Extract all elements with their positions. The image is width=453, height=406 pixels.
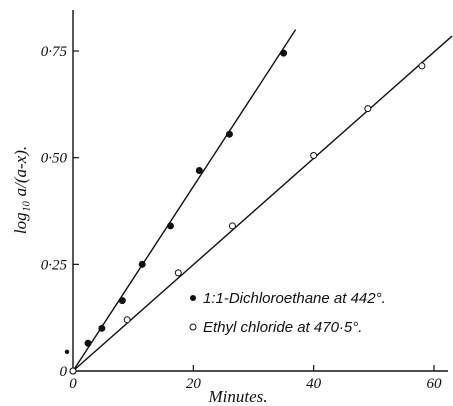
point-series-0-2 xyxy=(98,324,106,332)
legend-marker-dichloroethane xyxy=(190,295,196,301)
point-series-1-3 xyxy=(228,222,236,230)
point-series-1-5 xyxy=(364,105,372,113)
point-series-1-6 xyxy=(418,62,426,70)
x-axis-label: Minutes. xyxy=(207,387,267,406)
data-points xyxy=(64,49,426,375)
x-tick-label-60: 60 xyxy=(427,376,443,392)
legend: 1:1-Dichloroethane at 442°. Ethyl chlori… xyxy=(189,290,386,336)
point-series-0-3 xyxy=(118,297,126,305)
x-tick-label-40: 40 xyxy=(306,376,322,392)
point-series-1-2 xyxy=(174,269,182,277)
point-series-0-8 xyxy=(280,49,288,57)
y-tick-label-0.25: 0·25 xyxy=(41,257,68,273)
point-series-1-4 xyxy=(310,152,318,160)
point-series-0-6 xyxy=(195,166,203,174)
stray-mark-0 xyxy=(64,349,70,354)
tick-labels: 0 20 40 60 0 0·25 0·50 0·75 xyxy=(41,44,442,392)
point-series-0-1 xyxy=(84,339,92,347)
y-axis-label: log₁₀ a/(a-x). xyxy=(11,146,30,234)
point-series-0-4 xyxy=(138,260,146,268)
legend-marker-ethyl-chloride xyxy=(189,323,197,331)
point-series-1-0 xyxy=(69,367,77,375)
x-tick-label-0: 0 xyxy=(69,376,77,392)
fit-line-series-0 xyxy=(72,29,297,372)
y-tick-label-0.5: 0·50 xyxy=(41,151,68,167)
legend-label-dichloroethane: 1:1-Dichloroethane at 442°. xyxy=(203,290,386,307)
point-series-1-1 xyxy=(123,316,131,324)
fit-lines xyxy=(72,29,453,372)
tick-marks xyxy=(73,50,435,371)
legend-label-ethyl-chloride: Ethyl chloride at 470·5°. xyxy=(203,319,362,336)
point-series-0-5 xyxy=(166,222,174,230)
y-tick-label-0.75: 0·75 xyxy=(41,44,68,60)
y-tick-label-0: 0 xyxy=(60,364,68,380)
point-series-0-7 xyxy=(225,130,233,138)
fit-line-series-1 xyxy=(72,35,453,372)
x-tick-label-20: 20 xyxy=(186,376,202,392)
axes xyxy=(72,10,448,372)
